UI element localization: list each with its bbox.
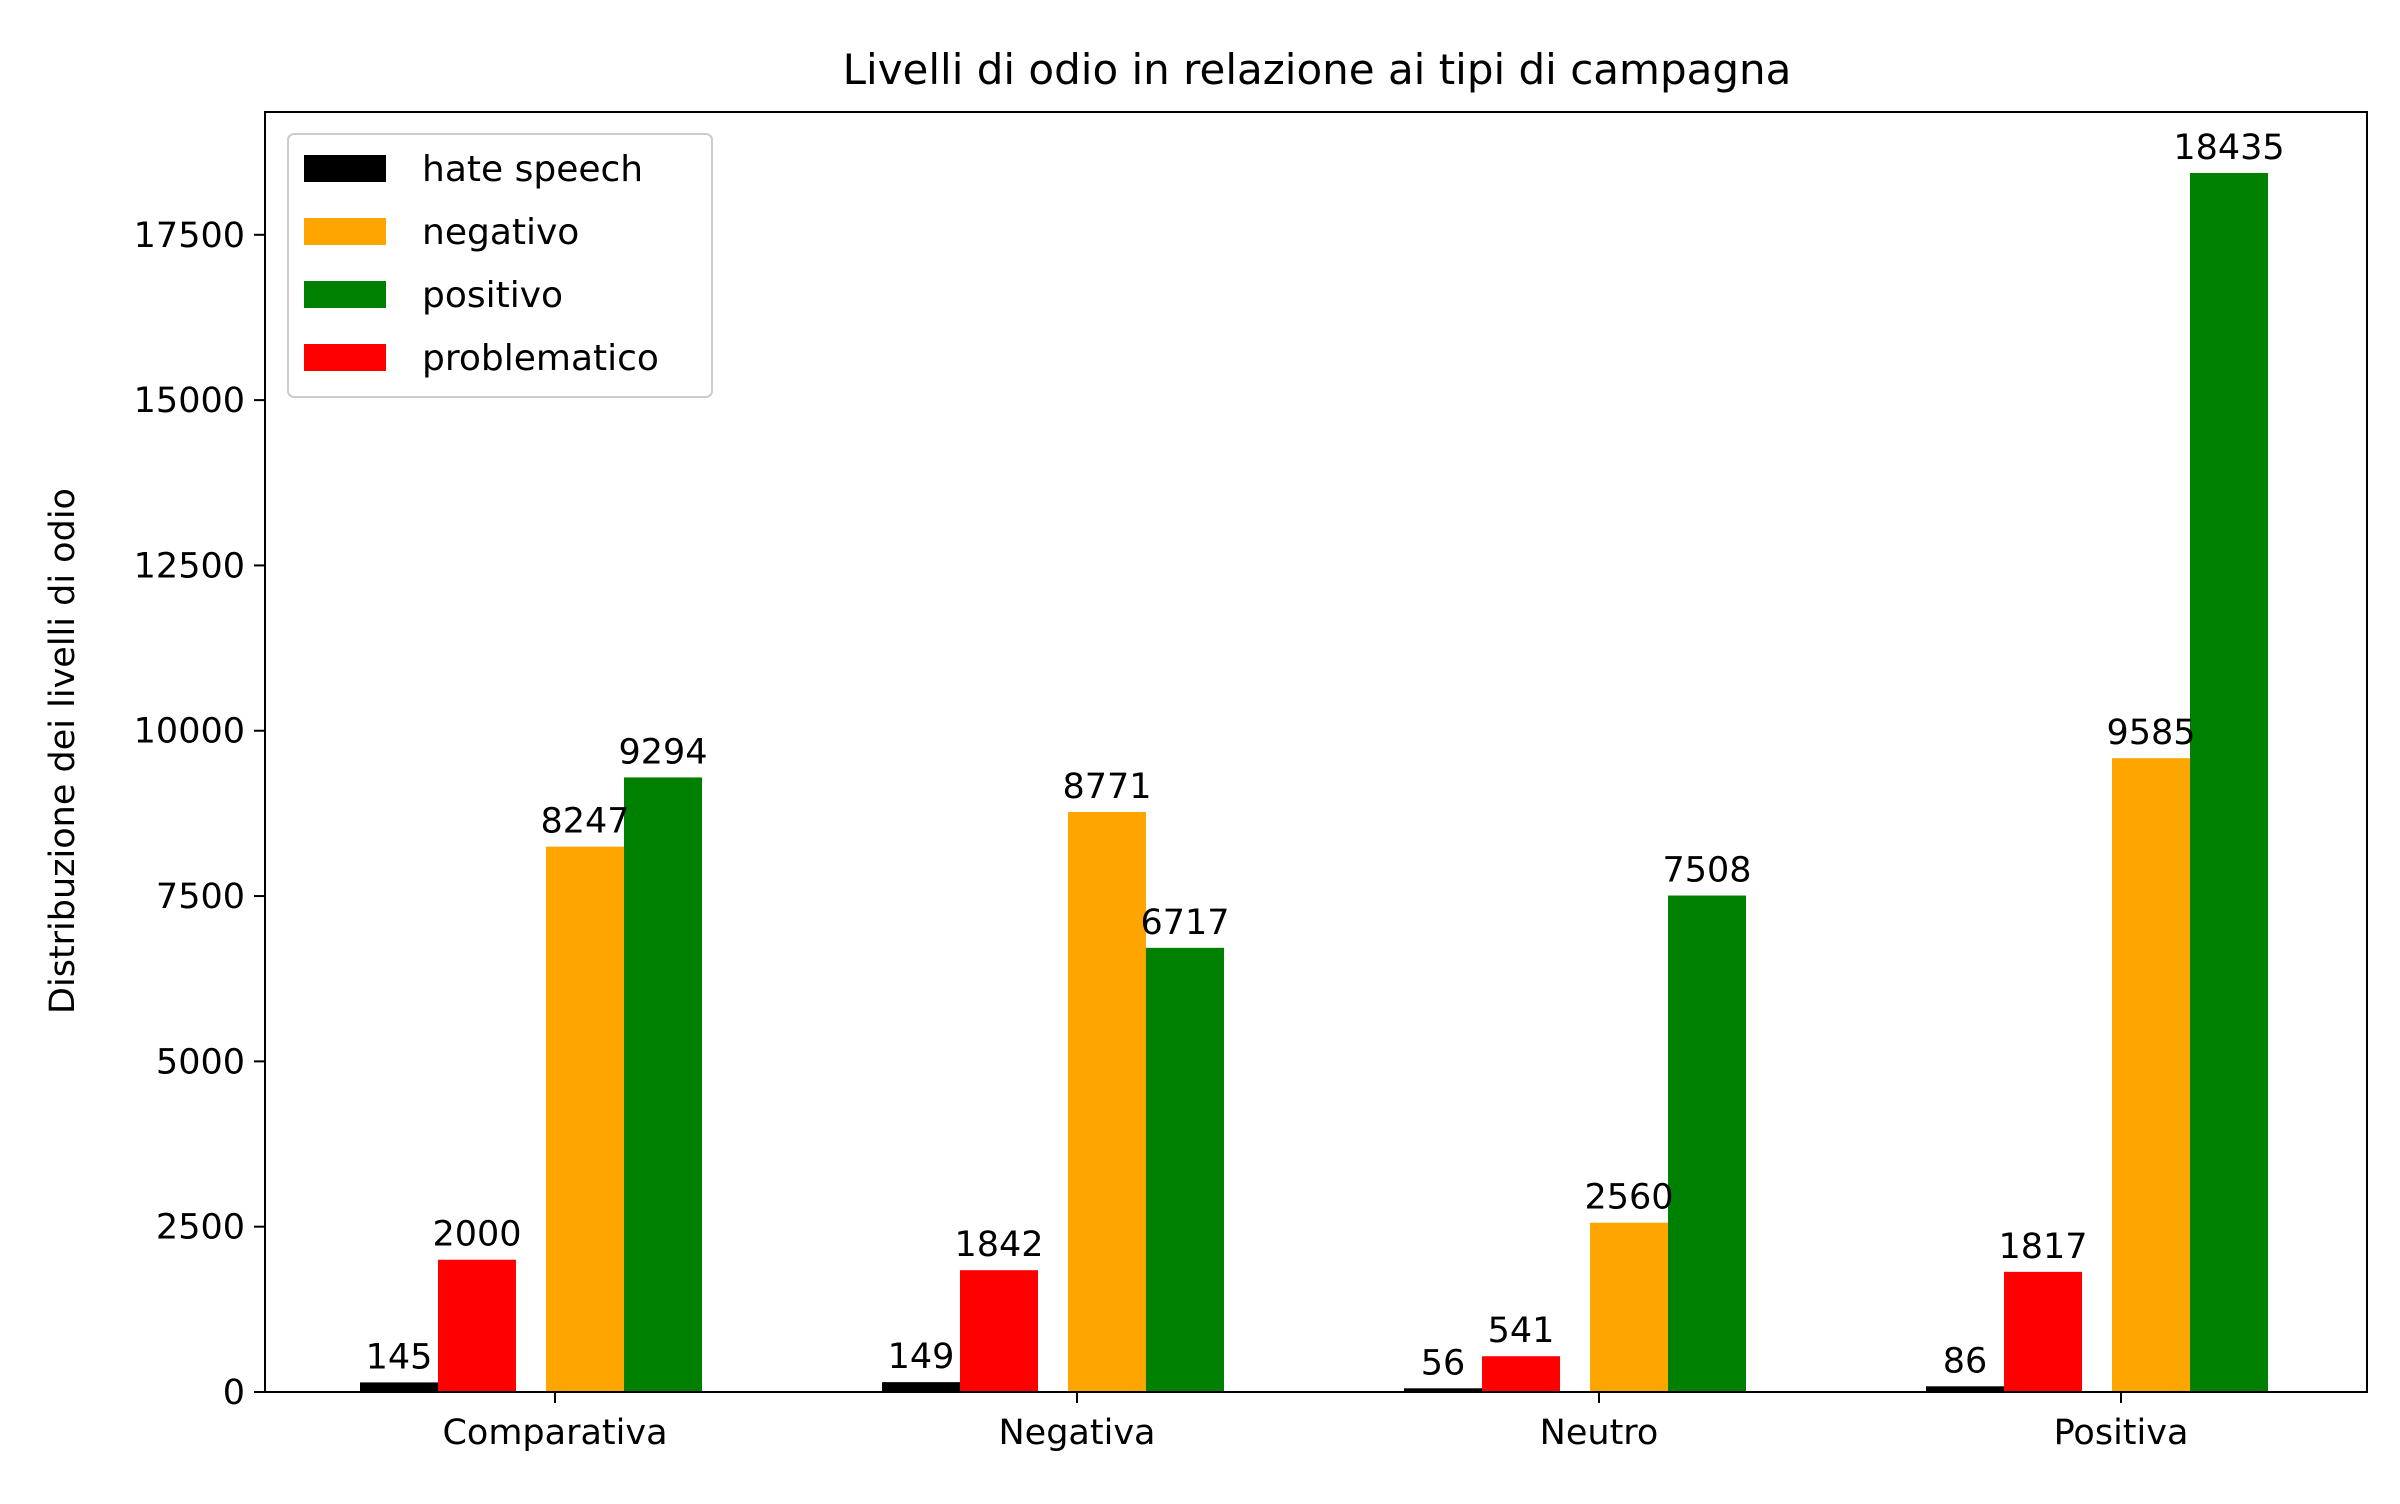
- bar-negativo: [1590, 1222, 1668, 1392]
- legend-box: [287, 133, 713, 398]
- bar-hate-speech: [882, 1382, 960, 1392]
- legend-label: hate speech: [422, 149, 643, 190]
- y-tick-label: 15000: [134, 381, 245, 421]
- y-axis-title: Distribuzione dei livelli di odio: [43, 488, 83, 1014]
- bar-value-label: 56: [1421, 1343, 1466, 1383]
- bar-value-label: 6717: [1140, 903, 1229, 943]
- legend-label: problematico: [422, 338, 659, 379]
- bar-value-label: 86: [1943, 1341, 1988, 1381]
- bar-hate-speech: [1926, 1386, 2004, 1392]
- bar-value-label: 149: [888, 1337, 955, 1377]
- legend-swatch: [304, 344, 386, 371]
- bar-value-label: 541: [1488, 1311, 1555, 1351]
- legend-label: negativo: [422, 212, 579, 253]
- bar-value-label: 8247: [540, 802, 629, 842]
- y-tick-label: 0: [223, 1373, 245, 1413]
- x-tick-label: Negativa: [999, 1413, 1156, 1453]
- bar-positivo: [2190, 172, 2268, 1392]
- bar-positivo: [624, 777, 702, 1392]
- y-tick-label: 10000: [134, 712, 245, 752]
- bar-value-label: 9585: [2106, 713, 2195, 753]
- bar-value-label: 7508: [1662, 851, 1751, 891]
- bars-layer: [360, 172, 2268, 1392]
- bar-negativo: [546, 846, 624, 1392]
- y-tick-label: 2500: [156, 1208, 245, 1248]
- bar-positivo: [1668, 895, 1746, 1392]
- bar-value-label: 145: [366, 1337, 433, 1377]
- legend-swatch: [304, 281, 386, 308]
- bar-labels-layer: 145 149 56 86 2000 1842 541 1817 8247 8771 2560 958…: [366, 128, 2285, 1383]
- bar-problematico: [1482, 1356, 1560, 1392]
- x-tick-label: Positiva: [2054, 1413, 2189, 1453]
- bar-hate-speech: [1404, 1388, 1482, 1392]
- legend: hate speech negativo positivo problematico: [287, 133, 713, 398]
- bar-value-label: 1842: [954, 1225, 1043, 1265]
- y-tick-label: 17500: [134, 216, 245, 256]
- bar-value-label: 2560: [1584, 1178, 1673, 1218]
- bar-value-label: 18435: [2173, 128, 2284, 168]
- bar-positivo: [1146, 947, 1224, 1392]
- bar-problematico: [2004, 1271, 2082, 1392]
- y-tick-label: 12500: [134, 546, 245, 586]
- x-tick-label: Neutro: [1540, 1413, 1659, 1453]
- chart-title: Livelli di odio in relazione ai tipi di …: [843, 45, 1792, 94]
- bar-problematico: [438, 1259, 516, 1392]
- bar-value-label: 9294: [618, 732, 707, 772]
- plot-frame: [264, 111, 2368, 1393]
- bar-hate-speech: [360, 1382, 438, 1392]
- y-tick-label: 5000: [156, 1042, 245, 1082]
- axes-layer: 0 2500 5000 7500 10000 12500 15000 17500 Compara…: [134, 111, 2368, 1453]
- bar-negativo: [1068, 812, 1146, 1392]
- bar-value-label: 1817: [1998, 1227, 2087, 1267]
- bar-negativo: [2112, 758, 2190, 1392]
- y-tick-label: 7500: [156, 877, 245, 917]
- bar-value-label: 8771: [1062, 767, 1151, 807]
- legend-label: positivo: [422, 275, 563, 316]
- legend-swatch: [304, 218, 386, 245]
- legend-swatch: [304, 155, 386, 182]
- x-tick-label: Comparativa: [442, 1413, 667, 1453]
- bar-value-label: 2000: [432, 1215, 521, 1255]
- bar-problematico: [960, 1270, 1038, 1392]
